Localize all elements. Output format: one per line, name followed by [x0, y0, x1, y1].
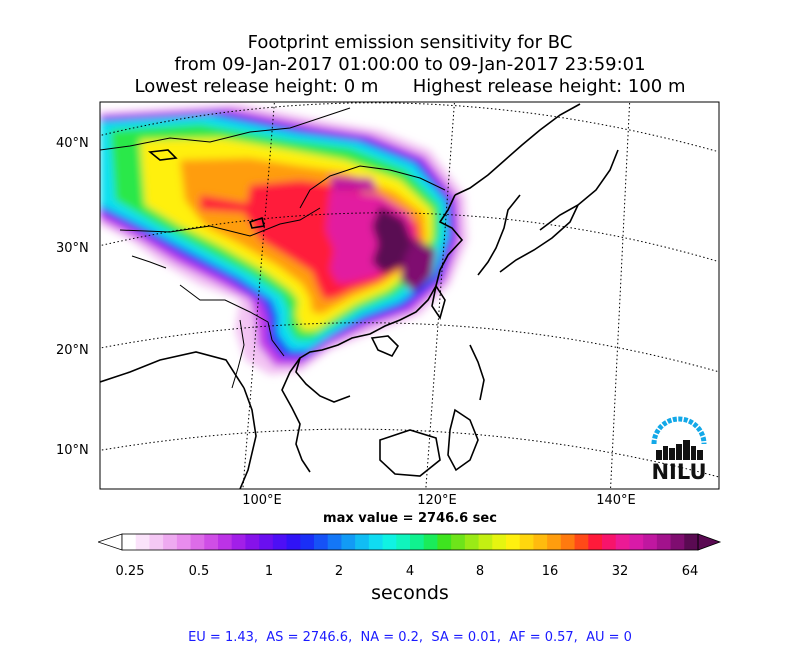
colorbar-segment [204, 534, 219, 550]
lat-label-20n: 20°N [56, 343, 89, 358]
colorbar-segment [547, 534, 562, 550]
colorbar-segment [629, 534, 644, 550]
colorbar-border [121, 533, 699, 551]
colorbar-segment [506, 534, 521, 550]
nilu-logo-text: NILU [651, 460, 707, 484]
colorbar-segment [423, 534, 438, 550]
colorbar-segment [670, 534, 685, 550]
colorbar-segment [574, 534, 589, 550]
coastlines [100, 103, 619, 489]
colorbar-segment [327, 534, 342, 550]
lon-label-120e: 120°E [417, 493, 457, 508]
colorbar-segment [190, 534, 205, 550]
title-block: Footprint emission sensitivity for BC fr… [0, 32, 800, 98]
colorbar-segment [492, 534, 507, 550]
colorbar-segment [602, 534, 617, 550]
colorbar-tick: 4 [405, 564, 415, 579]
colorbar-segment [533, 534, 548, 550]
region-summary-footer: EU = 1.43, AS = 2746.6, NA = 0.2, SA = 0… [188, 630, 632, 645]
colorbar-unit-label: seconds [371, 582, 449, 604]
colorbar-segment [478, 534, 493, 550]
nilu-logo-icon [651, 416, 707, 460]
colorbar-segment [615, 534, 630, 550]
colorbar-segment [231, 534, 246, 550]
sensitivity-field [100, 104, 468, 375]
colorbar-segment [588, 534, 603, 550]
colorbar-segment [355, 534, 370, 550]
colorbar-segment [656, 534, 672, 550]
colorbar-tick: 32 [611, 564, 629, 579]
colorbar-segment [437, 534, 452, 550]
colorbar-segment [368, 534, 384, 550]
graticule [100, 102, 719, 489]
title-line-2: from 09-Jan-2017 01:00:00 to 09-Jan-2017… [174, 54, 646, 75]
colorbar-segment [135, 534, 150, 550]
title-line-1: Footprint emission sensitivity for BC [247, 32, 573, 53]
colorbar-segment [451, 534, 466, 550]
colorbar-tick: 0.25 [115, 564, 145, 579]
title-line-3: Lowest release height: 0 m Highest relea… [134, 76, 686, 97]
colorbar-segment [396, 534, 411, 550]
colorbar-segment [314, 534, 329, 550]
colorbar-segment [519, 534, 534, 550]
colorbar-segment [163, 534, 178, 550]
colorbar-max-extend [697, 533, 722, 551]
colorbar-tick: 8 [475, 564, 485, 579]
colorbar-min-extend [98, 533, 123, 551]
colorbar-segment [149, 534, 164, 550]
colorbar-segment [382, 534, 397, 550]
colorbar-tick: 16 [541, 564, 559, 579]
lon-label-100e: 100°E [242, 493, 282, 508]
lat-label-30n: 30°N [56, 241, 89, 256]
colorbar-segment [341, 534, 356, 550]
colorbar-segment [245, 534, 260, 550]
colorbar-segment [464, 534, 480, 550]
colorbar-segment [122, 534, 137, 550]
colorbar-segment [684, 534, 699, 550]
nilu-logo: NILU [648, 414, 710, 484]
colorbar-segment [218, 534, 233, 550]
colorbar-segment [272, 534, 288, 550]
lat-label-40n: 40°N [56, 136, 89, 151]
lat-label-10n: 10°N [56, 443, 89, 458]
colorbar-segment [560, 534, 576, 550]
colorbar [98, 533, 722, 551]
colorbar-tick: 0.5 [188, 564, 210, 579]
footprint-map [99, 101, 720, 490]
colorbar-segment [286, 534, 301, 550]
lon-label-140e: 140°E [596, 493, 636, 508]
colorbar-segment [410, 534, 425, 550]
max-value-label: max value = 2746.6 sec [323, 511, 497, 526]
colorbar-segment [300, 534, 315, 550]
colorbar-segment [643, 534, 658, 550]
colorbar-tick: 1 [264, 564, 274, 579]
colorbar-tick: 64 [681, 564, 699, 579]
colorbar-tick: 2 [334, 564, 344, 579]
colorbar-segment [176, 534, 192, 550]
map-frame [99, 101, 720, 490]
colorbar-segment [259, 534, 274, 550]
